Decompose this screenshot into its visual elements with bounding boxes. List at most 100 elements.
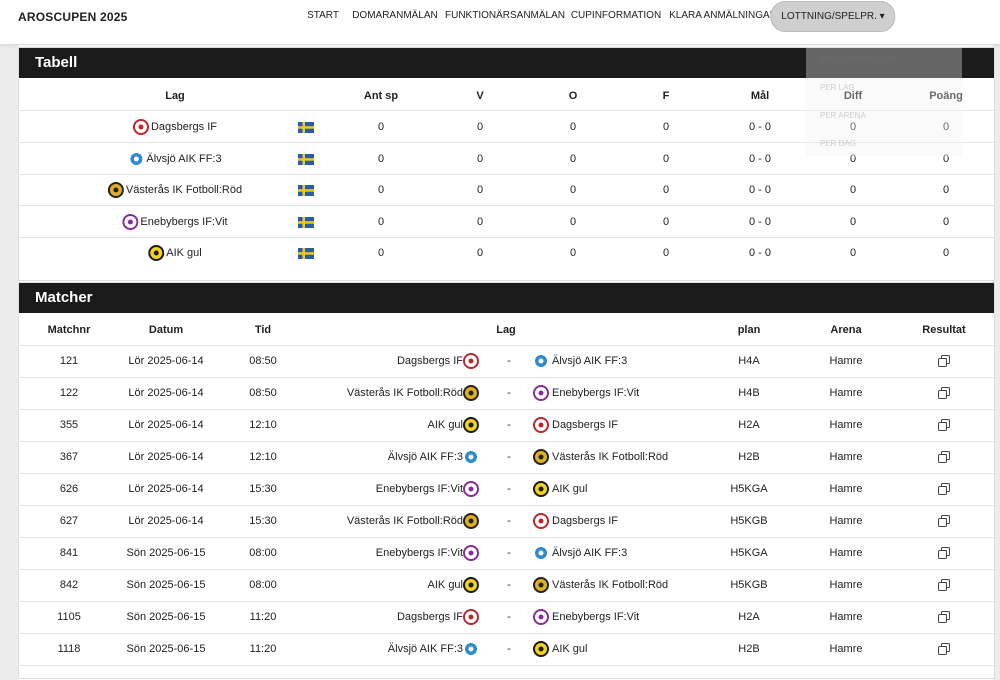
pitch: H5KGB bbox=[730, 515, 768, 527]
result-icon[interactable] bbox=[938, 515, 950, 527]
match-time: 08:50 bbox=[249, 387, 277, 399]
section-title: Tabell bbox=[19, 48, 994, 78]
result-icon[interactable] bbox=[938, 451, 950, 463]
stat-cell: 0 bbox=[942, 152, 950, 165]
row-divider bbox=[19, 505, 994, 506]
column-header: Arena bbox=[830, 324, 862, 336]
away-team[interactable]: Älvsjö AIK FF:3 bbox=[552, 547, 628, 559]
home-team[interactable]: Enebybergs IF:Vit bbox=[375, 483, 463, 495]
team-cell: Västerås IK Fotboll:Röd bbox=[107, 182, 243, 198]
nav-item[interactable]: CUPINFORMATION bbox=[570, 10, 662, 21]
pitch: H5KGA bbox=[730, 547, 768, 559]
away-team[interactable]: Dagsbergs IF bbox=[552, 515, 619, 527]
home-team[interactable]: Enebybergs IF:Vit bbox=[375, 547, 463, 559]
away-team[interactable]: Västerås IK Fotboll:Röd bbox=[552, 451, 669, 463]
stat-cell: 0 bbox=[849, 152, 857, 165]
dropdown-item[interactable]: PER ÅLDERSKLASS bbox=[820, 55, 897, 64]
match-time: 12:10 bbox=[249, 419, 277, 431]
stat-cell: 0 bbox=[942, 184, 950, 196]
dropdown-item[interactable]: PER ARENA bbox=[820, 111, 866, 120]
stat-cell: 0 bbox=[377, 121, 385, 133]
pitch: H2A bbox=[738, 419, 760, 431]
match-date: Sön 2025-06-15 bbox=[126, 579, 206, 591]
team-name[interactable]: Västerås IK Fotboll:Röd bbox=[125, 184, 243, 196]
column-header: plan bbox=[737, 324, 761, 336]
nav-item[interactable]: LOTTNING/SPELPR. ▾ bbox=[770, 1, 896, 32]
result-icon[interactable] bbox=[938, 419, 950, 431]
team-logo bbox=[107, 182, 124, 198]
dropdown-item[interactable]: PER DAG bbox=[820, 139, 857, 148]
flag bbox=[298, 248, 314, 259]
home-team[interactable]: Västerås IK Fotboll:Röd bbox=[346, 515, 463, 527]
result-icon[interactable] bbox=[938, 483, 950, 495]
separator: - bbox=[507, 515, 511, 527]
away-team[interactable]: Älvsjö AIK FF:3 bbox=[552, 355, 628, 367]
home-team[interactable]: Västerås IK Fotboll:Röd bbox=[346, 387, 463, 399]
result-icon[interactable] bbox=[938, 355, 950, 367]
home-team[interactable]: Älvsjö AIK FF:3 bbox=[387, 451, 463, 463]
column-header: Poäng bbox=[929, 90, 963, 102]
home-team[interactable]: Dagsbergs IF bbox=[396, 611, 463, 623]
away-team[interactable]: AIK gul bbox=[552, 643, 588, 655]
flag bbox=[298, 216, 314, 228]
nav-item[interactable]: START bbox=[307, 10, 339, 21]
team-logo bbox=[463, 417, 479, 433]
pitch: H5KGA bbox=[730, 483, 768, 495]
team-name[interactable]: Älvsjö AIK FF:3 bbox=[146, 152, 222, 165]
team-name[interactable]: AIK gul bbox=[166, 247, 202, 259]
match-time: 11:20 bbox=[249, 643, 277, 655]
separator: - bbox=[507, 451, 511, 463]
row-divider bbox=[19, 601, 994, 602]
away-team[interactable]: Enebybergs IF:Vit bbox=[552, 611, 640, 623]
team-name[interactable]: Enebybergs IF:Vit bbox=[140, 215, 228, 228]
column-header: Diff bbox=[843, 90, 863, 102]
home-team[interactable]: Älvsjö AIK FF:3 bbox=[387, 643, 463, 655]
result-icon[interactable] bbox=[938, 643, 950, 655]
match-time: 08:00 bbox=[249, 547, 277, 559]
nav-item[interactable]: FUNKTIONÄRSANMÄLAN bbox=[444, 10, 566, 21]
team-logo bbox=[533, 417, 549, 433]
match-date: Lör 2025-06-14 bbox=[128, 451, 204, 463]
result-icon[interactable] bbox=[938, 579, 950, 591]
nav-item[interactable]: KLARA ANMÄLNINGAR bbox=[669, 10, 777, 21]
result-icon[interactable] bbox=[938, 387, 950, 399]
result-icon[interactable] bbox=[938, 547, 950, 559]
match-number: 355 bbox=[59, 419, 79, 431]
away-team[interactable]: AIK gul bbox=[552, 483, 588, 495]
match-number: 121 bbox=[59, 355, 79, 367]
result-icon[interactable] bbox=[938, 611, 950, 623]
home-team[interactable]: AIK gul bbox=[427, 419, 463, 431]
home-team[interactable]: Dagsbergs IF bbox=[396, 355, 463, 367]
arena: Hamre bbox=[829, 419, 863, 431]
stat-cell: 0 bbox=[476, 152, 484, 165]
team-logo bbox=[463, 609, 479, 625]
away-team[interactable]: Västerås IK Fotboll:Röd bbox=[552, 579, 669, 591]
page-gutter bbox=[0, 45, 18, 680]
nav-item[interactable]: DOMARANMÄLAN bbox=[352, 10, 438, 21]
row-divider bbox=[19, 409, 994, 410]
column-header: Lag bbox=[165, 90, 185, 102]
team-logo bbox=[128, 150, 145, 167]
team-logo bbox=[533, 353, 549, 369]
team-logo bbox=[533, 641, 549, 657]
team-logo bbox=[533, 481, 549, 497]
stat-cell: 0 bbox=[849, 184, 857, 196]
home-team[interactable]: AIK gul bbox=[427, 579, 463, 591]
match-date: Lör 2025-06-14 bbox=[128, 387, 204, 399]
team-logo bbox=[463, 545, 479, 561]
team-logo bbox=[463, 385, 479, 401]
stat-cell: 0 bbox=[377, 152, 385, 165]
page-gutter bbox=[993, 45, 1000, 680]
separator: - bbox=[507, 419, 511, 431]
pitch: H4B bbox=[738, 387, 760, 399]
team-logo bbox=[463, 353, 479, 369]
brand[interactable]: AROSCUPEN 2025 bbox=[18, 10, 128, 24]
team-logo bbox=[463, 641, 479, 657]
away-team[interactable]: Enebybergs IF:Vit bbox=[552, 387, 640, 399]
team-name[interactable]: Dagsbergs IF bbox=[150, 121, 218, 133]
stat-cell: 0 bbox=[476, 247, 484, 259]
dropdown-item[interactable]: PER LAG bbox=[820, 83, 855, 92]
away-team[interactable]: Dagsbergs IF bbox=[552, 419, 619, 431]
match-date: Sön 2025-06-15 bbox=[126, 611, 206, 623]
